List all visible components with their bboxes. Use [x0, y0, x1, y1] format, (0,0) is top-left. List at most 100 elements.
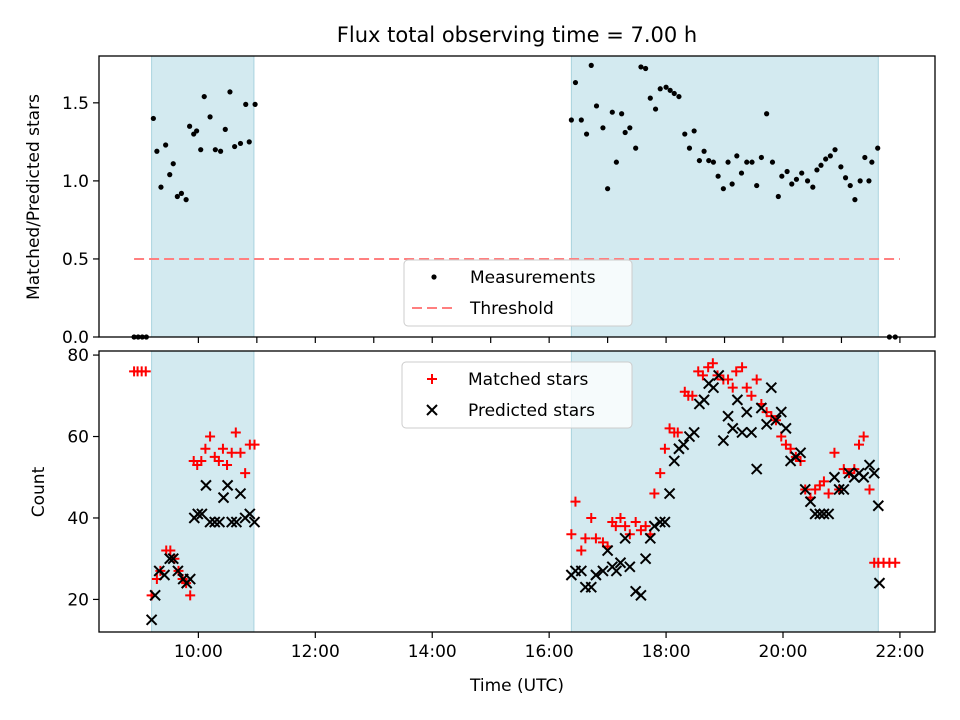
matched-star-point — [566, 529, 577, 540]
legend-dot-swatch — [431, 274, 437, 280]
matched-star-point — [746, 390, 757, 401]
x-tick-label: 16:00 — [525, 642, 574, 662]
predicted-star-point — [712, 369, 725, 382]
predicted-star-point — [668, 455, 680, 467]
measurement-point — [842, 175, 849, 181]
measurement-point — [758, 154, 764, 161]
measurement-point — [243, 101, 249, 107]
matched-star-point — [823, 488, 834, 499]
predicted-star-point — [872, 500, 884, 512]
measurement-point — [158, 184, 164, 190]
predicted-star-point — [822, 508, 835, 520]
measurement-point — [686, 145, 693, 151]
top-y-axis-label: Matched/Predicted stars — [24, 94, 44, 300]
predicted-star-point — [833, 483, 845, 496]
predicted-star-point — [590, 569, 602, 581]
matched-star-point — [737, 362, 748, 373]
predicted-star-point — [741, 406, 753, 418]
predicted-star-point — [149, 589, 161, 602]
predicted-star-point — [814, 508, 826, 520]
matched-star-point — [222, 460, 233, 471]
legend-x-swatch — [426, 404, 438, 416]
x-tick-label: 18:00 — [642, 642, 691, 662]
measurement-point — [568, 117, 574, 123]
predicted-star-point — [248, 516, 261, 528]
y-tick-label: 1.0 — [62, 172, 89, 192]
top-axes-frame — [98, 55, 936, 338]
predicted-star-point — [698, 394, 710, 406]
bottom-shaded-regions — [151, 350, 879, 633]
predicted-star-point — [167, 552, 179, 565]
measurement-point — [212, 147, 218, 153]
measurement-point — [588, 62, 594, 68]
measurement-point — [827, 153, 833, 159]
bottom-panel: 20 40 60 80 10:00 12:00 14:00 16:00 18:00 20:00 2… — [29, 346, 936, 696]
matched-star-point — [217, 443, 228, 454]
measurement-point — [769, 159, 776, 165]
predicted-star-point — [244, 508, 256, 520]
matched-star-point — [687, 390, 698, 401]
measurement-point — [163, 142, 169, 148]
measurement-point — [246, 139, 252, 145]
measurement-point — [779, 173, 785, 179]
predicted-star-point — [770, 414, 782, 426]
measurement-point — [852, 197, 858, 203]
observing-window-0 — [151, 350, 255, 633]
measurement-point — [227, 89, 233, 95]
predicted-star-point — [597, 565, 609, 577]
matched-star-point — [731, 366, 742, 377]
measurement-point — [875, 145, 881, 151]
predicted-star-point — [209, 516, 221, 528]
measurement-point — [696, 157, 703, 164]
x-tick-label: 20:00 — [759, 642, 808, 662]
measurement-point — [793, 176, 800, 182]
measurement-point — [178, 190, 185, 196]
matched-star-point — [785, 443, 796, 454]
y-tick-label: 40 — [67, 509, 89, 529]
measurement-point — [605, 186, 611, 192]
predicted-star-point — [230, 516, 243, 528]
y-tick-label: 20 — [67, 590, 89, 610]
measurement-point — [187, 123, 193, 129]
matched-star-point — [586, 512, 597, 523]
predicted-star-point — [644, 532, 656, 545]
measurement-point — [764, 111, 770, 117]
predicted-star-point — [677, 438, 690, 451]
matched-star-point — [140, 366, 151, 377]
measurement-point — [682, 131, 688, 137]
measurement-point — [784, 168, 790, 175]
bottom-y-ticks: 20 40 60 80 — [67, 346, 99, 610]
matched-star-point — [890, 557, 901, 568]
predicted-star-point — [614, 557, 627, 569]
measurements-points — [131, 62, 898, 340]
predicted-star-point — [873, 577, 886, 589]
measurement-point — [667, 87, 673, 93]
measurement-point — [647, 95, 653, 101]
predicted-star-point — [234, 487, 247, 500]
measurement-point — [799, 170, 805, 176]
matched-star-point — [659, 443, 670, 454]
matched-star-point — [576, 545, 587, 556]
matched-star-point — [858, 431, 869, 442]
matched-star-point — [854, 439, 864, 450]
predicted-star-point — [760, 418, 773, 431]
predicted-star-point — [828, 471, 841, 483]
predicted-star-point — [799, 483, 811, 496]
predicted-star-point — [736, 426, 748, 439]
predicted-star-point — [727, 422, 739, 435]
predicted-star-point — [809, 508, 821, 520]
matched-star-point — [741, 382, 752, 393]
measurement-point — [609, 109, 615, 115]
matched-star-point — [655, 468, 666, 479]
figure-title: Flux total observing time = 7.00 h — [337, 23, 697, 47]
x-axis-label: Time (UTC) — [469, 676, 564, 696]
x-tick-label: 22:00 — [875, 642, 924, 662]
measurement-point — [715, 173, 721, 179]
measurement-point — [663, 84, 669, 90]
matched-star-point — [672, 427, 683, 438]
predicted-star-point — [818, 508, 830, 520]
measurement-point — [729, 181, 735, 187]
matched-star-point — [751, 374, 762, 385]
predicted-star-point — [226, 516, 238, 528]
predicted-star-point — [145, 614, 158, 626]
